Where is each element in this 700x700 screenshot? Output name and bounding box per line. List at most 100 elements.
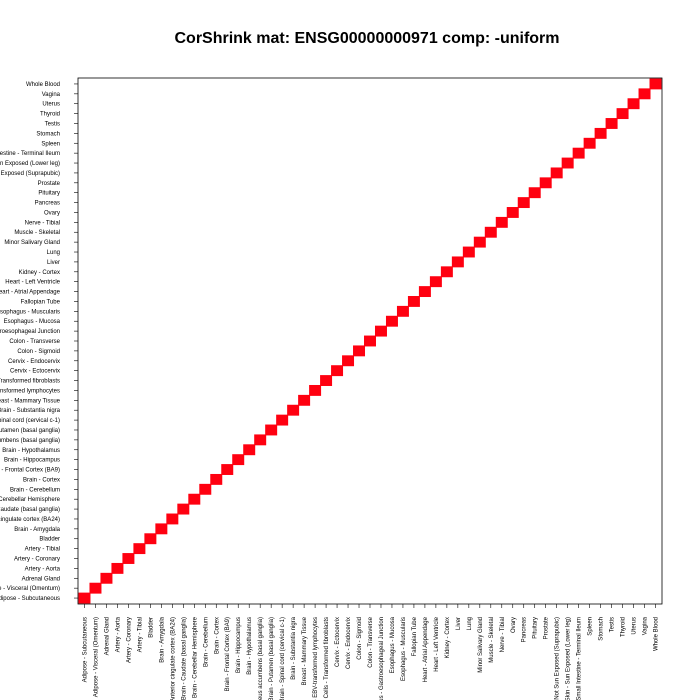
heatmap-cell-stomach — [594, 127, 607, 139]
y-tick-label-heart-left-ventricle: Heart - Left Ventricle — [5, 280, 60, 286]
heatmap-cell-testis — [605, 118, 618, 129]
heatmap-cell-kidney-cortex — [440, 266, 453, 278]
y-tick-label-liver: Liver — [47, 260, 60, 266]
heatmap-cell-colon-sigmoid — [353, 345, 366, 357]
y-tick-label-brain-anterior-cingulate-cortex-ba24: Brain - Anterior cingulate cortex (BA24) — [0, 517, 60, 523]
heatmap-cell-fallopian-tube — [407, 296, 420, 307]
y-tick-label-lung: Lung — [47, 250, 60, 256]
heatmap-cell-artery-aorta — [111, 562, 124, 574]
x-tick-label-minor-salivary-gland: Minor Salivary Gland — [478, 617, 484, 673]
y-tick-label-artery-aorta: Artery - Aorta — [25, 566, 61, 572]
y-tick-label-prostate: Prostate — [38, 181, 61, 187]
y-tick-label-cervix-endocervix: Cervix - Endocervix — [8, 359, 60, 365]
y-tick-label-brain-cortex: Brain - Cortex — [23, 477, 60, 483]
x-tick-label-colon-transverse: Colon - Transverse — [368, 616, 374, 667]
heatmap-cell-cells-transformed-fibroblasts — [320, 375, 333, 386]
heatmap-cell-prostate — [539, 177, 552, 189]
y-tick-label-brain-cerebellum: Brain - Cerebellum — [10, 487, 60, 493]
chart-title: CorShrink mat: ENSG00000000971 comp: -un… — [174, 30, 560, 47]
x-tick-label-adipose-subcutaneous: Adipose - Subcutaneous — [82, 617, 88, 682]
y-tick-label-heart-atrial-appendage: Heart - Atrial Appendage — [0, 290, 61, 296]
x-tick-label-prostate: Prostate — [544, 616, 550, 639]
heatmap-cell-artery-tibial — [133, 543, 146, 555]
heatmap-cell-adrenal-gland — [100, 572, 113, 584]
y-tick-label-brain-cerebellar-hemisphere: Brain - Cerebellar Hemisphere — [0, 497, 61, 503]
heatmap-cell-cells-ebv-transformed-lymphocytes — [309, 384, 322, 396]
x-tick-label-artery-coronary: Artery - Coronary — [126, 617, 132, 663]
x-tick-label-liver: Liver — [456, 617, 462, 630]
heatmap-cell-lung — [462, 246, 475, 258]
x-tick-label-bladder: Bladder — [148, 617, 154, 638]
y-tick-label-testis: Testis — [45, 121, 60, 127]
x-tick-label-brain-frontal-cortex-ba9: Brain - Frontal Cortex (BA9) — [225, 617, 231, 691]
heatmap-cell-small-intestine-terminal-ileum — [572, 147, 585, 159]
y-axis-labels: Adipose - Subcutaneous Adipose - Visceral… — [0, 82, 61, 602]
heatmap-cell-heart-atrial-appendage — [418, 286, 431, 298]
x-tick-label-small-intestine-terminal-ileum: Small Intestine - Terminal Ileum — [577, 617, 583, 700]
x-tick-label-vagina: Vagina — [643, 616, 649, 635]
x-tick-label-fallopian-tube: Fallopian Tube — [412, 616, 418, 656]
heatmap-cell-esophagus-mucosa — [385, 315, 398, 327]
y-tick-label-kidney-cortex: Kidney - Cortex — [19, 270, 60, 276]
x-tick-label-pancreas: Pancreas — [522, 617, 528, 642]
y-tick-label-adipose-subcutaneous: Adipose - Subcutaneous — [0, 596, 60, 602]
heatmap-cell-uterus — [627, 98, 640, 110]
heatmap-cells — [78, 78, 662, 604]
x-axis-ticks — [84, 604, 656, 608]
y-tick-label-spleen: Spleen — [41, 141, 60, 147]
x-tick-label-brain-cerebellum: Brain - Cerebellum — [203, 617, 209, 667]
x-tick-label-testis: Testis — [610, 617, 616, 632]
x-tick-label-pituitary: Pituitary — [533, 617, 539, 639]
x-tick-label-ovary: Ovary — [511, 617, 517, 633]
y-tick-label-brain-hypothalamus: Brain - Hypothalamus — [2, 448, 60, 454]
y-tick-label-bladder: Bladder — [39, 537, 60, 543]
heatmap-cell-brain-nucleus-accumbens-basal-ganglia — [254, 434, 267, 446]
y-tick-label-nerve-tibial: Nerve - Tibial — [25, 220, 60, 226]
x-tick-label-muscle-skeletal: Muscle - Skeletal — [489, 617, 495, 663]
heatmap-cell-brain-amygdala — [155, 523, 168, 535]
heatmap-cell-brain-cortex — [210, 473, 223, 485]
x-tick-label-lung: Lung — [467, 617, 473, 630]
x-tick-label-brain-hippocampus: Brain - Hippocampus — [236, 617, 242, 673]
y-tick-label-brain-amygdala: Brain - Amygdala — [14, 527, 60, 533]
y-tick-label-adrenal-gland: Adrenal Gland — [22, 576, 60, 582]
x-tick-label-brain-nucleus-accumbens-basal-ganglia: Brain - Nucleus accumbens (basal ganglia… — [258, 617, 264, 700]
heatmap-cell-colon-transverse — [364, 335, 376, 347]
heatmap-cell-brain-spinal-cord-cervical-c-1 — [276, 414, 289, 426]
y-tick-label-esophagus-mucosa: Esophagus - Mucosa — [4, 319, 61, 325]
x-tick-label-adrenal-gland: Adrenal Gland — [104, 617, 110, 655]
y-tick-label-brain-frontal-cortex-ba9: Brain - Frontal Cortex (BA9) — [0, 468, 60, 474]
heatmap-cell-heart-left-ventricle — [429, 276, 442, 288]
heatmap-cell-esophagus-muscularis — [396, 305, 409, 317]
heatmap-cell-ovary — [506, 207, 519, 218]
y-tick-label-breast-mammary-tissue: Breast - Mammary Tissue — [0, 398, 61, 404]
y-tick-label-thyroid: Thyroid — [40, 112, 60, 118]
y-tick-label-skin-sun-exposed-lower-leg: Skin - Sun Exposed (Lower leg) — [0, 161, 60, 167]
y-tick-label-artery-tibial: Artery - Tibial — [25, 547, 60, 553]
heatmap-cell-brain-hippocampus — [232, 454, 245, 466]
x-tick-label-esophagus-mucosa: Esophagus - Mucosa — [390, 616, 396, 673]
heatmap-cell-cervix-endocervix — [342, 355, 355, 367]
y-tick-label-vagina: Vagina — [42, 92, 61, 98]
x-tick-label-artery-tibial: Artery - Tibial — [137, 617, 143, 652]
x-tick-label-uterus: Uterus — [632, 617, 638, 635]
x-tick-label-brain-spinal-cord-cervical-c-1: Brain - Spinal cord (cervical c-1) — [280, 617, 286, 700]
heatmap-cell-esophagus-gastroesophageal-junction — [374, 325, 387, 337]
heatmap-cell-brain-frontal-cortex-ba9 — [221, 464, 234, 475]
x-tick-label-brain-amygdala: Brain - Amygdala — [159, 616, 165, 662]
heatmap-cell-cervix-ectocervix — [331, 365, 344, 377]
x-tick-label-artery-aorta: Artery - Aorta — [115, 616, 121, 652]
heatmap-cell-skin-not-sun-exposed-suprapubic — [550, 167, 563, 179]
heatmap-cell-brain-cerebellum — [199, 483, 212, 495]
heatmap-cell-brain-anterior-cingulate-cortex-ba24 — [166, 513, 179, 525]
x-tick-label-cervix-ectocervix: Cervix - Ectocervix — [335, 617, 341, 667]
y-tick-label-minor-salivary-gland: Minor Salivary Gland — [4, 240, 60, 246]
heatmap-cell-pancreas — [517, 197, 530, 209]
heatmap-cell-brain-cerebellar-hemisphere — [188, 493, 201, 505]
x-tick-label-cells-transformed-fibroblasts: Cells - Transformed fibroblasts — [324, 617, 330, 698]
heatmap-cell-artery-coronary — [122, 553, 135, 564]
y-tick-label-colon-sigmoid: Colon - Sigmoid — [17, 349, 60, 355]
x-tick-label-brain-putamen-basal-ganglia: Brain - Putamen (basal ganglia) — [269, 617, 275, 700]
heatmap-cell-thyroid — [616, 108, 629, 120]
